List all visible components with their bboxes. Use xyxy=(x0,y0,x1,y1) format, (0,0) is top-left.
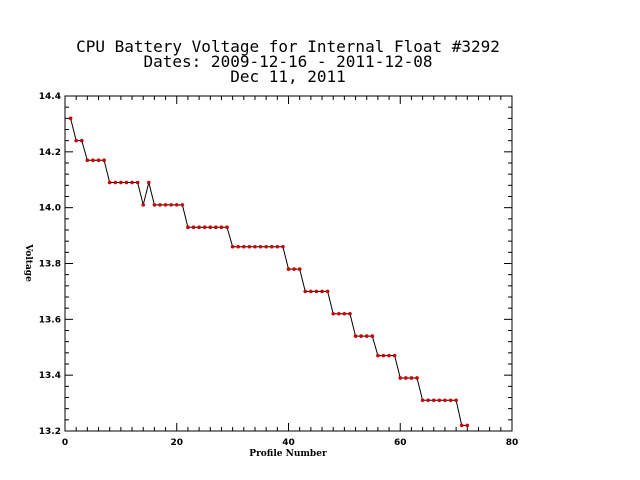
data-point xyxy=(135,180,140,185)
data-point xyxy=(208,225,213,230)
y-axis-ticks xyxy=(65,95,512,432)
chart-title-line-1: CPU Battery Voltage for Internal Float #… xyxy=(76,37,500,56)
data-point xyxy=(113,180,118,185)
chart-title-line-2: Dates: 2009-12-16 - 2011-12-08 xyxy=(144,52,433,71)
data-point xyxy=(85,158,90,163)
data-point xyxy=(91,158,95,163)
data-point xyxy=(124,180,129,185)
chart-title: CPU Battery Voltage for Internal Float #… xyxy=(76,37,500,86)
data-point xyxy=(163,203,168,207)
data-point xyxy=(152,203,157,207)
data-point xyxy=(158,203,162,207)
x-tick-label: 40 xyxy=(282,438,295,448)
data-point xyxy=(342,311,347,316)
y-tick-label: 13.6 xyxy=(39,315,61,325)
data-point xyxy=(314,289,319,294)
data-point xyxy=(119,180,123,185)
data-point xyxy=(420,398,425,403)
x-axis-label: Profile Number xyxy=(249,449,327,459)
data-point xyxy=(353,334,358,338)
y-tick-label: 14.0 xyxy=(39,204,61,214)
x-tick-label: 80 xyxy=(506,438,519,448)
data-point xyxy=(286,267,291,271)
data-point xyxy=(443,398,447,403)
series-voltage xyxy=(68,116,470,428)
data-point xyxy=(370,334,375,338)
y-tick-label: 13.8 xyxy=(39,260,61,270)
data-point xyxy=(130,180,134,185)
data-point xyxy=(281,244,285,249)
data-point xyxy=(381,353,386,358)
data-point xyxy=(448,398,453,403)
data-point xyxy=(359,334,363,338)
x-tick-label: 60 xyxy=(394,438,407,448)
data-point xyxy=(174,203,179,207)
data-point xyxy=(275,244,280,249)
data-point xyxy=(107,180,112,185)
data-point xyxy=(297,267,302,271)
y-tick-label: 14.4 xyxy=(39,92,61,102)
data-point xyxy=(242,244,246,249)
data-point xyxy=(102,158,106,163)
data-point xyxy=(169,203,173,207)
data-point xyxy=(336,311,341,316)
y-axis-label: Voltage xyxy=(23,243,33,282)
data-point xyxy=(147,180,151,185)
data-point xyxy=(79,138,84,143)
data-point xyxy=(180,203,185,207)
data-point xyxy=(247,244,252,249)
data-point xyxy=(398,376,403,380)
data-point xyxy=(269,244,274,249)
y-tick-label: 13.4 xyxy=(39,371,61,381)
data-point xyxy=(202,225,207,230)
data-point xyxy=(96,158,101,163)
data-point xyxy=(404,376,408,380)
data-point xyxy=(387,353,391,358)
data-point xyxy=(426,398,430,403)
data-point xyxy=(409,376,414,380)
series-line xyxy=(70,118,468,426)
data-point xyxy=(253,244,257,249)
data-point xyxy=(303,289,308,294)
data-point xyxy=(74,138,78,143)
data-point xyxy=(68,116,73,121)
data-point xyxy=(348,311,352,316)
data-point xyxy=(197,225,201,230)
data-point xyxy=(325,289,330,294)
data-point xyxy=(219,225,224,230)
data-point xyxy=(191,225,196,230)
x-axis-ticks xyxy=(64,96,513,431)
y-tick-label: 13.2 xyxy=(39,427,61,437)
x-axis-tick-labels: 0 20 40 60 80 xyxy=(62,438,518,448)
data-point xyxy=(186,225,190,230)
data-point xyxy=(431,398,436,403)
data-point xyxy=(392,353,397,358)
data-point xyxy=(225,225,229,230)
data-point xyxy=(236,244,241,249)
data-point xyxy=(320,289,324,294)
plot-frame xyxy=(64,95,513,432)
data-point xyxy=(465,423,470,428)
data-point xyxy=(292,267,296,271)
data-point xyxy=(258,244,263,249)
chart-title-line-3: Dec 11, 2011 xyxy=(230,67,346,86)
data-point xyxy=(264,244,268,249)
data-point xyxy=(364,334,369,338)
data-point xyxy=(437,398,442,403)
data-point xyxy=(459,423,464,428)
data-point xyxy=(309,289,313,294)
data-point xyxy=(376,353,380,358)
x-tick-label: 20 xyxy=(170,438,183,448)
data-point xyxy=(141,203,146,207)
data-point xyxy=(415,376,419,380)
x-tick-label: 0 xyxy=(62,438,68,448)
data-point xyxy=(454,398,458,403)
data-point xyxy=(214,225,218,230)
y-axis-tick-labels: 13.2 13.4 13.6 13.8 14.0 14.2 14.4 xyxy=(39,92,61,437)
data-point xyxy=(331,311,336,316)
data-point xyxy=(230,244,235,249)
y-tick-label: 14.2 xyxy=(39,148,61,158)
